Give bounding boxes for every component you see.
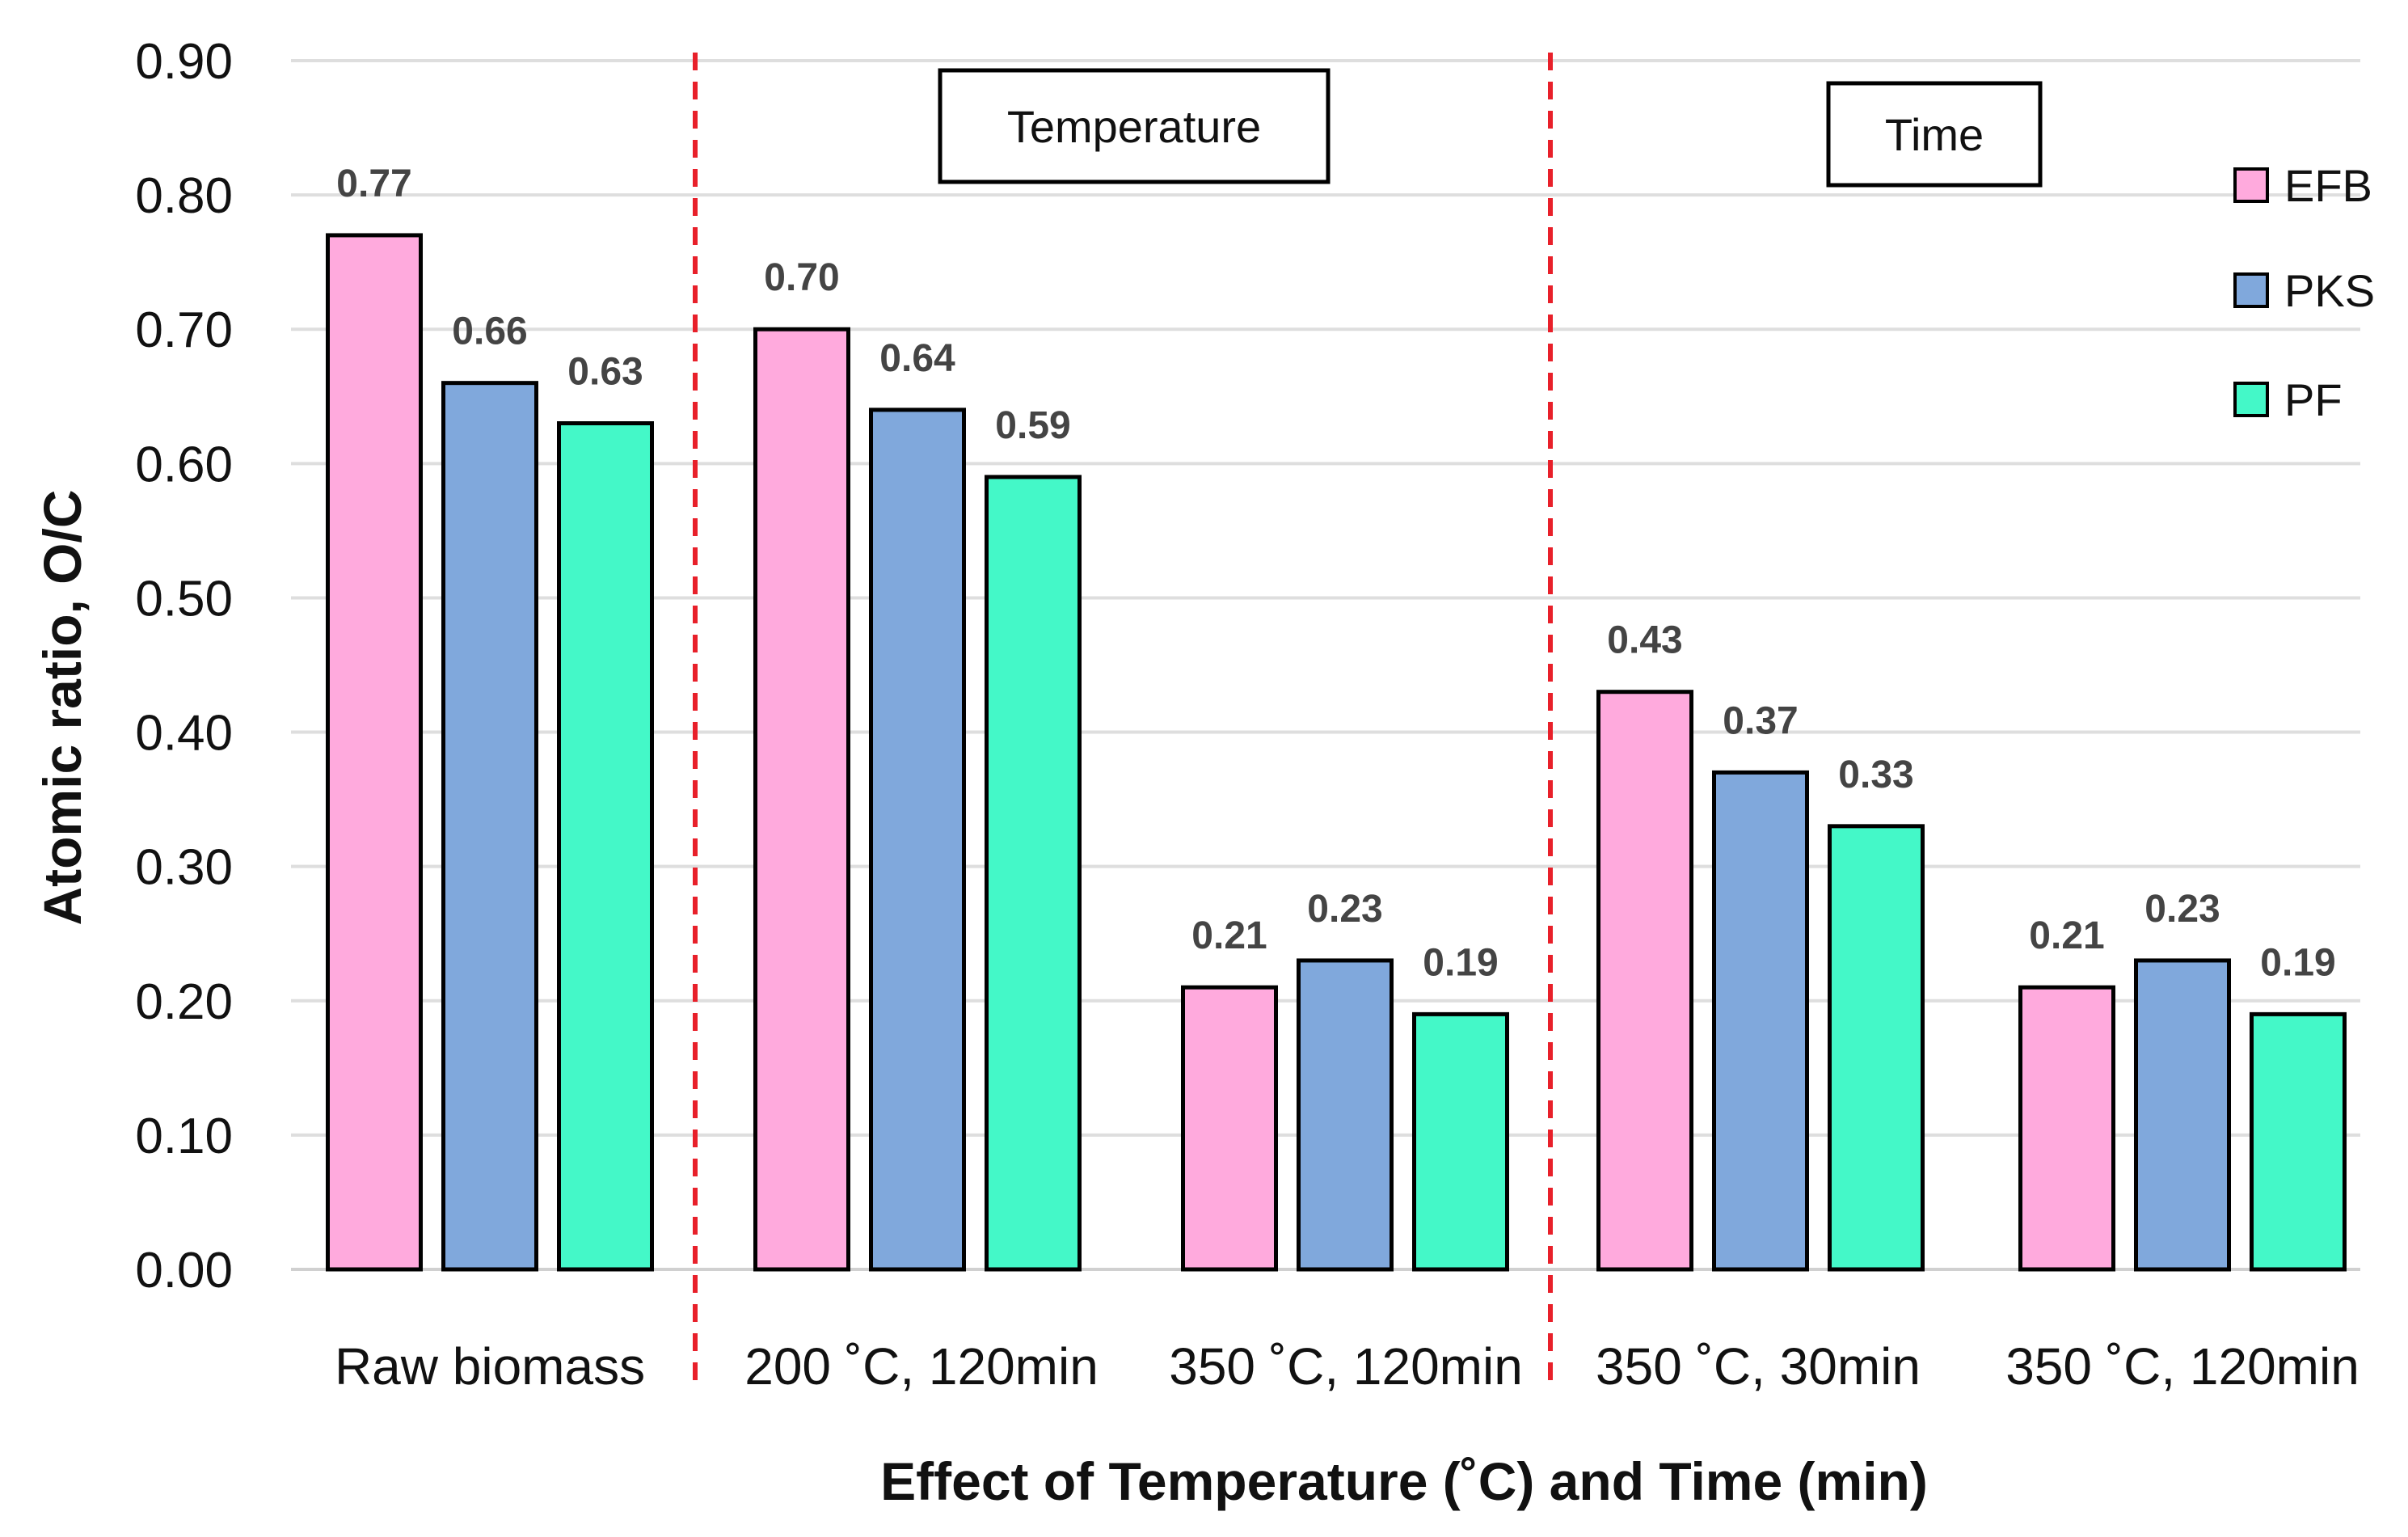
temperature-annotation: Temperature [938,68,1331,184]
value-label: 0.23 [1307,888,1382,931]
bar-pf [985,475,1082,1272]
legend-label-pf: PF [2284,374,2343,425]
y-tick-label: 0.20 [135,974,233,1030]
time-annotation: Time [1826,81,2043,188]
legend: EFB PKS PF [2233,160,2375,425]
bar-pks [1712,770,1809,1272]
time-box-label: Time [1885,109,1984,160]
value-label: 0.21 [2029,914,2104,957]
separators [693,53,1553,1391]
value-label: 0.59 [995,404,1070,447]
category-label: 200 ˚C, 120min [744,1337,1099,1396]
x-axis-title: Effect of Temperature (˚C) and Time (min… [880,1451,1928,1511]
category-label: 350 ˚C, 120min [2005,1337,2360,1396]
bar-pks [869,407,966,1272]
value-label: 0.70 [764,256,839,299]
y-axis-title: Atomic ratio, O/C [32,489,92,925]
bar-pf [1412,1011,1509,1272]
value-label: 0.21 [1191,914,1267,957]
value-label: 0.19 [2260,941,2335,984]
y-tick-label: 0.80 [135,168,233,224]
value-label: 0.33 [1838,754,1913,796]
bar-pks [441,381,538,1272]
bar-efb [1596,690,1693,1272]
bar-pf [1828,824,1925,1272]
category-labels: Raw biomass 200 ˚C, 120min 350 ˚C, 120min 3… [335,1337,2360,1396]
value-label: 0.64 [879,337,955,380]
y-tick-label: 0.30 [135,840,233,896]
time-box [1826,81,2043,188]
y-tick-label: 0.70 [135,302,233,358]
category-label: Raw biomass [335,1337,645,1396]
bar-pks [1297,958,1394,1272]
bars [326,233,2347,1272]
legend-swatch-pf [2233,382,2269,417]
category-label: 350 ˚C, 120min [1169,1337,1523,1396]
legend-swatch-efb [2233,167,2269,203]
bar-pf [557,421,654,1272]
value-label: 0.63 [567,351,643,394]
temperature-box [938,68,1331,184]
value-label: 0.77 [336,163,411,205]
y-tick-label: 0.00 [135,1243,233,1298]
y-tick-label: 0.40 [135,706,233,762]
bar-efb [753,327,850,1272]
value-label: 0.37 [1723,699,1798,742]
y-tick-label: 0.60 [135,437,233,492]
y-tick-label: 0.50 [135,571,233,627]
temperature-box-label: Temperature [1007,101,1261,152]
value-labels: 0.77 0.66 0.63 0.70 0.64 0.59 0.21 0.23 0.19 0.43… [336,163,2335,984]
bar-pks [2134,958,2231,1272]
legend-label-efb: EFB [2284,160,2372,211]
legend-swatch-pks [2233,272,2269,308]
y-tick-label: 0.90 [135,34,233,90]
bar-efb [1181,985,1278,1272]
value-label: 0.19 [1423,941,1498,984]
bar-efb [326,233,423,1272]
bar-efb [2018,985,2115,1272]
value-label: 0.66 [452,310,527,353]
category-label: 350 ˚C, 30min [1596,1337,1921,1396]
y-tick-label: 0.10 [135,1108,233,1164]
legend-label-pks: PKS [2284,265,2375,316]
value-label: 0.23 [2144,888,2220,931]
value-label: 0.43 [1607,619,1682,662]
y-tick-labels: 0.00 0.10 0.20 0.30 0.40 0.50 0.60 0.70 0.80 0.90 [135,34,233,1298]
bar-pf [2250,1011,2347,1272]
